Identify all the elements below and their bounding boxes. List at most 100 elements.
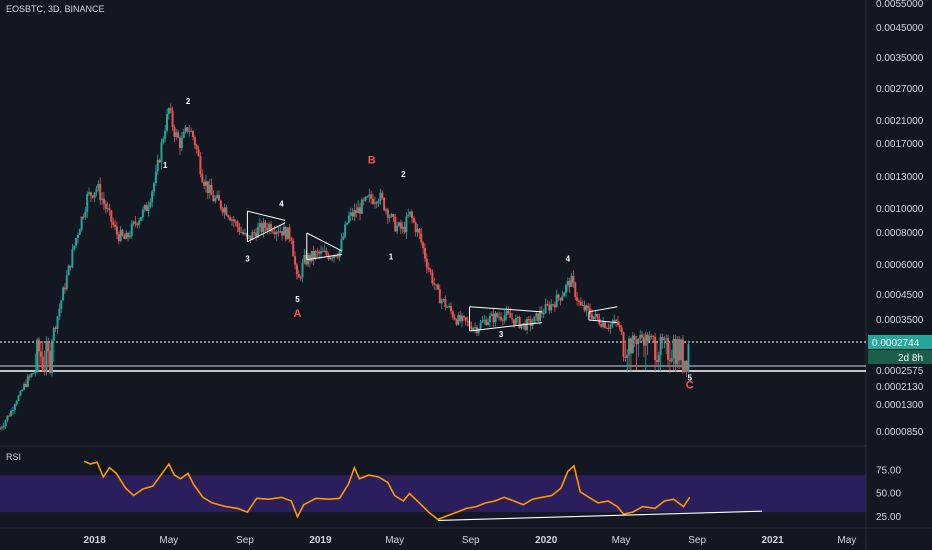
candle-body [555, 294, 558, 308]
candle-body [47, 341, 50, 352]
candle-body [633, 335, 636, 340]
candle-body [264, 222, 267, 228]
candle-body [609, 324, 612, 329]
candle-body [6, 415, 9, 421]
time-axis-ticks: 2018 May Sep 2019 May Sep 2020 May Sep 2021 May [84, 535, 857, 546]
candle-body [535, 313, 538, 317]
candle-body [89, 192, 92, 196]
candle-body [253, 231, 256, 233]
candle-body [308, 255, 311, 262]
candle-body [668, 360, 671, 362]
candle-body [680, 339, 683, 361]
candle-body [629, 338, 632, 354]
candle-body [490, 313, 493, 316]
candle-body [414, 222, 417, 233]
candle-body [613, 320, 616, 324]
candle-body [204, 181, 207, 186]
candle-body [49, 351, 52, 373]
candle-body [624, 356, 627, 358]
candle-body [37, 339, 40, 352]
candle-body [145, 204, 148, 211]
candle-body [117, 234, 120, 242]
candle-body [667, 338, 670, 361]
candle-body [336, 256, 339, 258]
candle-body [444, 299, 447, 307]
candle-body [320, 251, 323, 254]
candle-body [420, 233, 423, 243]
candle-body [655, 360, 658, 363]
candle-body [505, 310, 508, 316]
candle-body [685, 360, 688, 372]
candle-body [681, 339, 684, 372]
time-tick-label: 2021 [761, 535, 784, 546]
candle-body [227, 215, 230, 218]
wave-label: 1 [389, 253, 394, 262]
price-tick-label: 0.0008000 [876, 228, 924, 239]
price-axis-ticks: 0.0055000 0.0045000 0.0035000 0.0027000 0.00… [876, 0, 924, 438]
candle-body [266, 227, 269, 231]
candle-body [429, 269, 432, 273]
candle-body [78, 229, 81, 235]
triangle-upper-line [306, 232, 343, 252]
candle-body [485, 319, 488, 326]
candle-body [169, 108, 172, 111]
wave-label: 4 [279, 200, 284, 209]
candle-body [461, 315, 464, 322]
candle-body [214, 198, 217, 202]
candle-body [494, 313, 497, 323]
candle-body [95, 188, 98, 193]
candle-body [462, 315, 465, 318]
wave-label: 2 [186, 97, 191, 106]
candle-body [314, 251, 317, 259]
candle-body [349, 212, 352, 216]
candle-body [299, 277, 302, 279]
candle-body [357, 207, 360, 214]
candle-body [179, 137, 182, 149]
candle-body [603, 322, 606, 329]
time-tick-label: May [612, 535, 631, 546]
rsi-tick-label: 25.00 [876, 512, 901, 523]
candle-body [576, 297, 579, 301]
candle-body [422, 242, 425, 249]
candle-body [21, 389, 24, 392]
candle-body [190, 130, 193, 132]
time-tick-label: May [837, 535, 856, 546]
candle-body [256, 227, 259, 238]
candle-body [225, 207, 228, 216]
triangle-upper-line [588, 306, 618, 313]
candle-body [325, 250, 328, 255]
candle-body [86, 193, 89, 212]
candle-body [513, 319, 516, 325]
candle-body [76, 234, 79, 239]
candle-body [99, 183, 102, 200]
candle-body [596, 313, 599, 319]
candle-body [362, 199, 365, 201]
candle-body [392, 214, 395, 217]
candle-body [132, 221, 135, 224]
candle-body [500, 316, 503, 320]
candle-body [524, 323, 527, 330]
candle-body [449, 306, 452, 312]
candle-body [397, 222, 400, 226]
candle-body [56, 316, 59, 329]
candle-body [457, 315, 460, 325]
candle-body [546, 304, 549, 306]
candle-body [156, 159, 159, 172]
candle-body [379, 192, 382, 201]
candle-body [373, 202, 376, 204]
candle-body [585, 305, 588, 311]
price-tick-label: 0.0002575 [876, 366, 924, 377]
candle-body [552, 304, 555, 306]
price-tick-label: 0.0000850 [876, 427, 924, 438]
price-tick-label: 0.0027000 [876, 84, 924, 95]
candle-body [223, 207, 226, 213]
candle-body [390, 214, 393, 217]
wave-label: 4 [566, 254, 571, 263]
candle-body [483, 319, 486, 322]
candle-body [160, 142, 163, 163]
candle-body [514, 317, 517, 325]
candle-body [188, 130, 191, 132]
candle-body [678, 339, 681, 361]
price-badges: 0.0002744 2d 8h [868, 335, 932, 364]
